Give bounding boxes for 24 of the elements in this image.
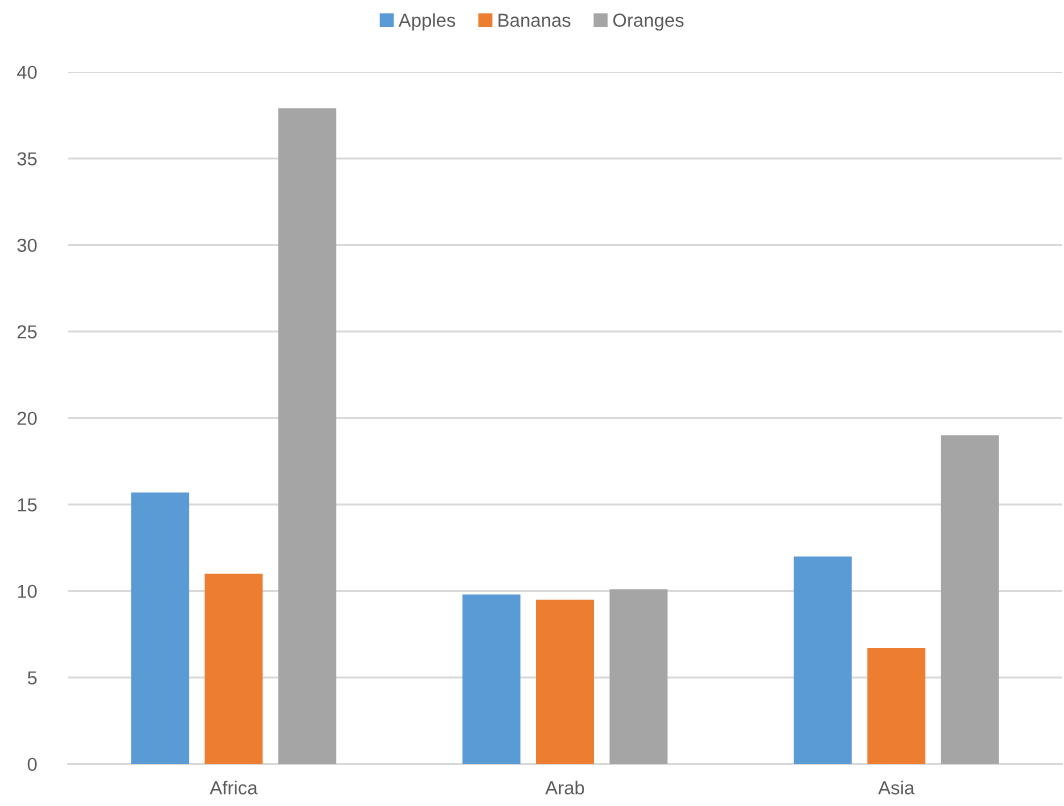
x-tick-label: Arab: [545, 780, 585, 795]
y-tick-label: 5: [27, 671, 37, 685]
legend-label: Apples: [398, 13, 456, 31]
legend-label: Oranges: [613, 13, 684, 31]
bar: [536, 599, 594, 764]
bar: [204, 573, 263, 764]
y-tick-label: 20: [17, 411, 37, 425]
bar: [278, 108, 337, 764]
bar: [940, 435, 999, 764]
bar: [867, 648, 926, 764]
y-tick-label: 15: [18, 498, 37, 512]
y-tick-label: 30: [17, 238, 37, 252]
y-tick-label: 25: [17, 325, 37, 339]
y-tick-label: 0: [27, 757, 37, 771]
y-tick-label: 10: [18, 584, 37, 598]
bar: [462, 594, 521, 764]
bar: [131, 492, 190, 764]
x-tick-label: Asia: [878, 780, 915, 795]
x-tick-label: Africa: [209, 780, 258, 795]
y-tick-label: 35: [17, 152, 37, 166]
y-tick-label: 40: [17, 65, 37, 79]
legend-label: Bananas: [498, 13, 571, 27]
bar: [609, 589, 668, 764]
bar: [793, 556, 852, 764]
